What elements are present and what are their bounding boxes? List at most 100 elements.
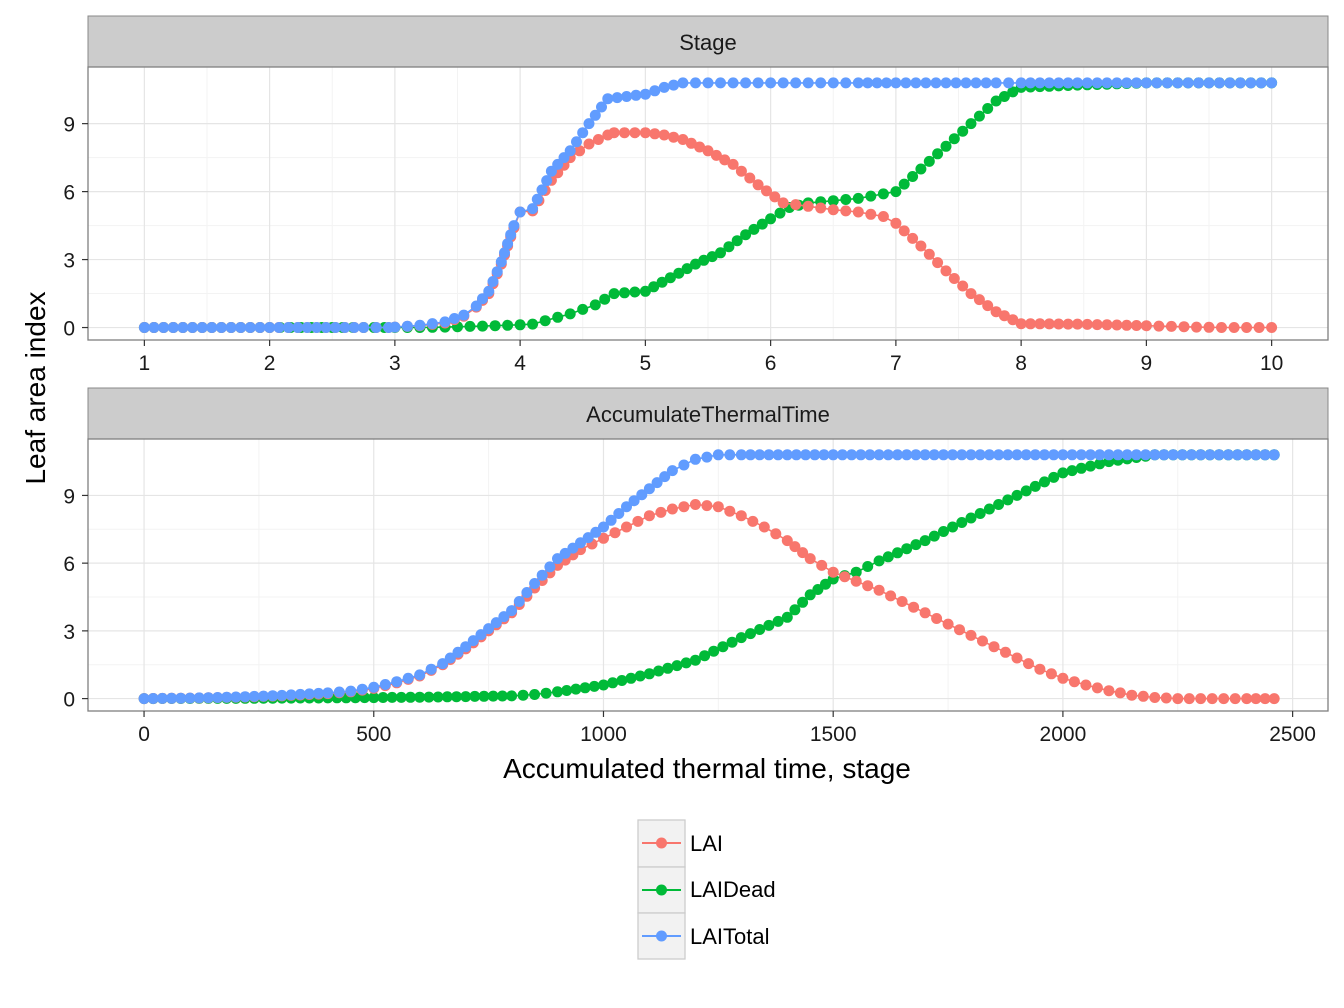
point-laitotal: [846, 449, 858, 461]
point-laidead: [965, 512, 977, 524]
point-laitotal: [1121, 77, 1133, 89]
point-laitotal: [529, 578, 541, 589]
point-lai: [1195, 693, 1207, 705]
point-laidead: [923, 155, 935, 167]
point-laidead: [368, 692, 380, 704]
point-laitotal: [920, 77, 932, 89]
point-laidead: [965, 118, 977, 130]
point-laidead: [932, 148, 944, 160]
point-lai: [770, 528, 782, 540]
point-laitotal: [264, 322, 276, 333]
point-laidead: [496, 690, 508, 702]
point-lai: [1091, 319, 1103, 331]
panel-title: AccumulateThermalTime: [586, 402, 830, 427]
point-laitotal: [487, 276, 499, 287]
point-lai: [1218, 693, 1230, 705]
point-laitotal: [1195, 449, 1207, 461]
point-lai: [957, 280, 969, 292]
point-laitotal: [765, 77, 777, 89]
point-laitotal: [301, 322, 313, 333]
point-laidead: [706, 251, 718, 263]
point-lai: [666, 503, 678, 515]
point-lai: [1153, 320, 1165, 332]
point-lai: [1057, 672, 1069, 684]
point-laidead: [910, 539, 922, 551]
x-axis-title: Accumulated thermal time, stage: [503, 753, 911, 784]
point-lai: [735, 165, 747, 177]
point-laidead: [754, 624, 766, 635]
point-laitotal: [414, 319, 426, 331]
point-laitotal: [212, 692, 224, 703]
point-lai: [840, 205, 852, 217]
point-laitotal: [444, 652, 456, 664]
point-laidead: [763, 619, 775, 631]
point-laitotal: [356, 683, 368, 695]
point-laitotal: [322, 687, 334, 699]
point-laitotal: [254, 322, 266, 333]
point-lai: [1045, 668, 1057, 680]
point-laitotal: [940, 77, 952, 89]
point-lai: [758, 521, 770, 533]
point-lai: [982, 300, 994, 312]
point-laitotal: [391, 676, 403, 688]
point-lai: [1140, 320, 1152, 332]
point-laidead: [395, 691, 407, 703]
point-laitotal: [643, 483, 655, 495]
point-lai: [862, 580, 874, 592]
point-laidead: [1085, 460, 1096, 472]
point-laitotal: [1103, 449, 1115, 461]
point-laitotal: [678, 459, 690, 471]
point-lai: [1183, 693, 1195, 705]
point-lai: [629, 127, 641, 139]
point-lai: [1241, 322, 1253, 333]
point-laidead: [765, 213, 777, 225]
point-lai: [1259, 693, 1271, 705]
point-lai: [608, 127, 620, 139]
point-laitotal: [1167, 449, 1179, 461]
point-laidead: [715, 247, 726, 259]
point-laidead: [993, 499, 1005, 510]
y-axis-title: Leaf area index: [20, 291, 51, 484]
point-laitotal: [689, 453, 701, 465]
point-laitotal: [1066, 449, 1078, 461]
point-laidead: [616, 675, 628, 686]
point-laitotal: [1186, 449, 1197, 461]
point-laitotal: [571, 136, 582, 148]
point-laidead: [432, 691, 444, 703]
point-lai: [873, 584, 885, 596]
point-laitotal: [559, 547, 571, 559]
point-laitotal: [930, 77, 942, 89]
point-lai: [790, 199, 802, 211]
point-laitotal: [389, 321, 401, 333]
point-laitotal: [483, 623, 495, 635]
point-laidead: [643, 668, 655, 680]
point-lai: [769, 191, 781, 203]
point-laidead: [653, 665, 665, 677]
point-laidead: [973, 110, 985, 122]
point-laitotal: [690, 77, 701, 89]
point-lai: [677, 134, 689, 145]
point-laidead: [919, 535, 931, 547]
point-laidead: [928, 530, 940, 542]
point-laitotal: [818, 449, 830, 461]
y-tick-label: 6: [63, 182, 75, 205]
series-layer: [138, 77, 1278, 333]
point-lai: [1114, 687, 1126, 699]
point-laitotal: [668, 79, 680, 91]
point-laidead: [607, 677, 619, 689]
point-laitotal: [499, 247, 510, 259]
y-tick-label: 9: [63, 485, 75, 508]
point-laitotal: [1193, 77, 1205, 89]
point-laitotal: [611, 92, 623, 104]
point-laitotal: [491, 266, 503, 278]
point-laitotal: [605, 514, 617, 526]
point-lai: [915, 240, 927, 252]
point-laitotal: [596, 101, 607, 113]
point-laitotal: [460, 641, 472, 653]
plot-border: [87, 66, 1329, 341]
point-laitotal: [910, 449, 922, 461]
point-laitotal: [1182, 77, 1194, 89]
point-laitotal: [659, 471, 671, 483]
point-laitotal: [815, 77, 827, 89]
point-laidead: [827, 195, 839, 207]
